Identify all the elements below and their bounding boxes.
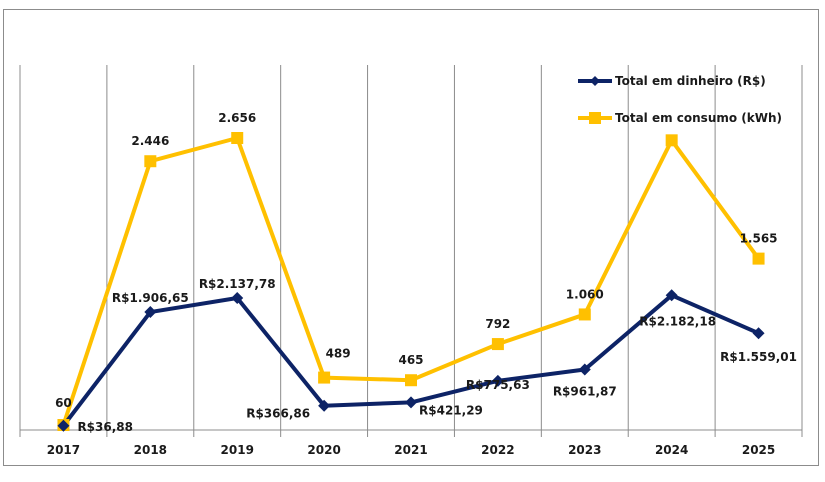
data-label-consumption: 489 (326, 347, 351, 361)
data-label-consumption: 1.565 (740, 232, 778, 246)
data-label-money: R$2.182,18 (639, 314, 716, 328)
data-point-consumption (405, 374, 417, 387)
data-point-money (318, 399, 331, 412)
legend-marker-diamond-icon (590, 76, 600, 86)
data-label-money: R$775,63 (466, 378, 530, 392)
data-point-money (57, 419, 70, 432)
data-point-consumption (318, 371, 331, 384)
data-point-money (231, 292, 244, 304)
data-point-consumption (752, 252, 765, 265)
data-label-consumption: 60 (55, 396, 72, 410)
data-label-money: R$36,88 (77, 420, 133, 434)
data-point-money (752, 327, 765, 340)
legend-label: Total em consumo (kWh) (615, 111, 782, 125)
data-point-money (491, 374, 504, 387)
data-point-consumption (665, 134, 678, 147)
legend-label: Total em dinheiro (R$) (615, 74, 766, 88)
data-point-money (405, 396, 417, 409)
data-label-consumption: 1.060 (566, 287, 604, 301)
x-tick-label: 2024 (655, 443, 688, 457)
data-label-money: R$1.559,01 (720, 350, 797, 364)
data-label-consumption: 2.656 (218, 111, 256, 125)
data-label-money: R$961,87 (553, 385, 617, 399)
x-tick-label: 2020 (307, 443, 340, 457)
data-point-money (578, 363, 591, 376)
x-tick-label: 2021 (394, 443, 427, 457)
data-label-money: R$421,29 (419, 403, 483, 417)
legend-marker-square-icon (589, 112, 601, 124)
x-tick-label: 2017 (47, 443, 80, 457)
x-tick-label: 2018 (134, 443, 167, 457)
data-point-money (144, 306, 157, 319)
x-tick-label: 2022 (481, 443, 514, 457)
data-label-money: R$1.906,65 (112, 291, 189, 305)
data-point-consumption (578, 308, 591, 321)
data-label-money: R$2.137,78 (199, 277, 276, 291)
data-point-consumption (231, 132, 244, 144)
x-tick-label: 2019 (221, 443, 254, 457)
x-tick-label: 2025 (742, 443, 775, 457)
data-point-consumption (144, 155, 157, 168)
data-label-consumption: 2.446 (131, 134, 169, 148)
data-label-consumption: 465 (398, 353, 423, 367)
data-point-money (665, 289, 678, 302)
data-label-money: R$366,86 (246, 407, 310, 421)
data-label-consumption: 792 (485, 317, 510, 331)
chart-border (3, 9, 819, 466)
data-point-consumption (491, 338, 504, 351)
x-tick-label: 2023 (568, 443, 601, 457)
